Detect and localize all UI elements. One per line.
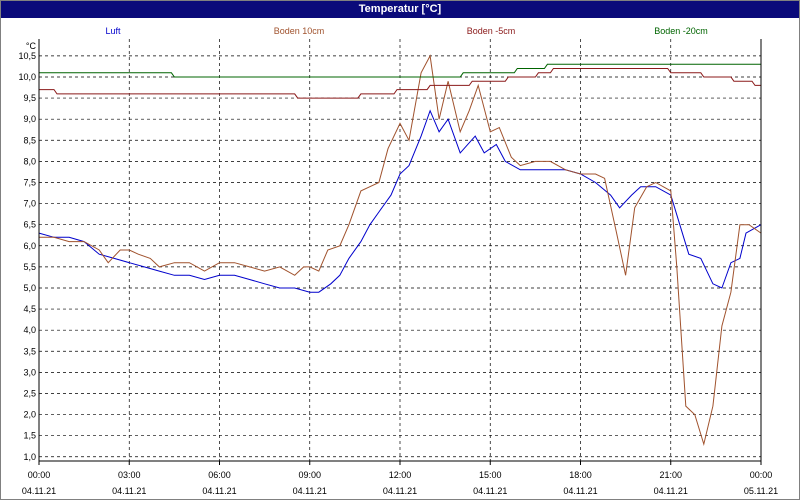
series-line-boden-5cm	[39, 68, 761, 99]
x-tick-time: 03:00	[118, 470, 141, 480]
y-tick-label: 9,0	[23, 114, 36, 124]
legend-entry: Luft	[105, 26, 121, 36]
y-tick-label: 6,0	[23, 241, 36, 251]
y-tick-label: 1,0	[23, 452, 36, 462]
temperature-chart: 1,0 1,5 2,0 2,5 3,0 3,5 4,0 4,5 5,0 5,5 6,0 6,5 7,0 7…	[18, 26, 778, 496]
x-tick-time: 00:00	[28, 470, 51, 480]
y-tick-label: 2,5	[23, 388, 36, 398]
x-tick-date: 04.11.21	[383, 486, 417, 496]
y-tick-label: 1,5	[23, 431, 36, 441]
legend: Luft Boden 10cm Boden -5cm Boden -20cm	[105, 26, 707, 36]
x-tick-date: 04.11.21	[563, 486, 597, 496]
axes: 1,0 1,5 2,0 2,5 3,0 3,5 4,0 4,5 5,0 5,5 6,0 6,5 7,0 7…	[18, 39, 778, 496]
y-tick-label: 10,5	[18, 51, 36, 61]
x-tick-date: 04.11.21	[22, 486, 56, 496]
x-tick-date: 04.11.21	[654, 486, 688, 496]
y-tick-label: 4,0	[23, 325, 36, 335]
x-tick-date: 04.11.21	[293, 486, 327, 496]
y-axis-unit: °C	[26, 41, 37, 51]
x-tick-date: 05.11.21	[744, 486, 778, 496]
y-tick-label: 5,5	[23, 262, 36, 272]
window-title: Temperatur [°C]	[1, 1, 799, 18]
y-tick-label: 6,5	[23, 220, 36, 230]
x-tick-time: 09:00	[298, 470, 321, 480]
x-tick-time: 18:00	[569, 470, 592, 480]
y-tick-label: 9,5	[23, 93, 36, 103]
y-tick-label: 4,5	[23, 304, 36, 314]
x-tick-date: 04.11.21	[112, 486, 146, 496]
x-tick-time: 21:00	[659, 470, 682, 480]
y-tick-label: 7,0	[23, 199, 36, 209]
y-tick-label: 8,0	[23, 156, 36, 166]
x-tick-time: 15:00	[479, 470, 502, 480]
x-tick-date: 04.11.21	[202, 486, 236, 496]
y-tick-label: 8,5	[23, 135, 36, 145]
series-line-boden-20cm	[39, 63, 761, 78]
legend-entry: Boden 10cm	[274, 26, 325, 36]
grid	[39, 39, 761, 461]
x-tick-date: 04.11.21	[473, 486, 507, 496]
legend-entry: Boden -5cm	[467, 26, 516, 36]
y-tick-label: 5,0	[23, 283, 36, 293]
x-tick-time: 00:00	[750, 470, 773, 480]
y-tick-label: 3,0	[23, 367, 36, 377]
x-tick-time: 06:00	[208, 470, 231, 480]
series-line-luft	[38, 109, 762, 293]
y-tick-label: 3,5	[23, 346, 36, 356]
series-line-boden-10cm	[39, 54, 762, 447]
y-tick-label: 10,0	[18, 72, 36, 82]
legend-entry: Boden -20cm	[654, 26, 708, 36]
y-tick-label: 2,0	[23, 410, 36, 420]
x-tick-time: 12:00	[389, 470, 412, 480]
y-tick-label: 7,5	[23, 177, 36, 187]
series-lines	[38, 54, 762, 447]
